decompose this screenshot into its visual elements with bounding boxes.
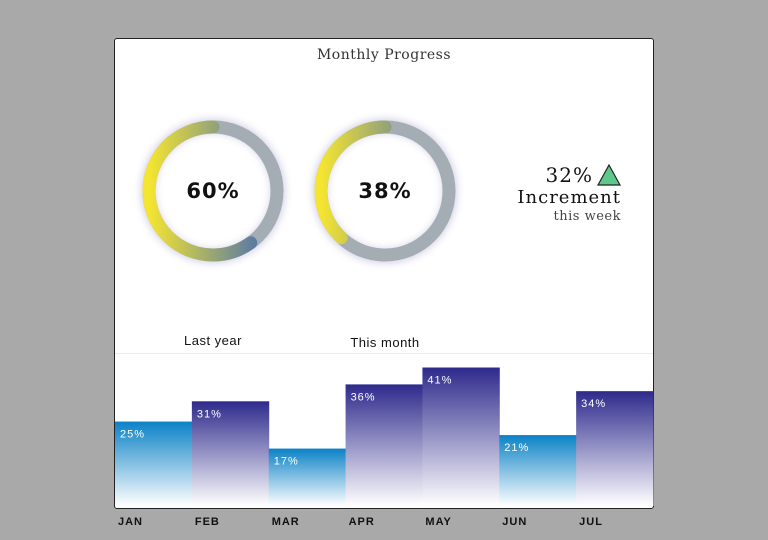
- increment-label: Increment: [517, 187, 621, 208]
- page-title: Monthly Progress: [316, 47, 452, 63]
- gauge-percent: 60%: [186, 179, 240, 203]
- bar-jul: [576, 391, 654, 506]
- increment-value: 32%: [545, 163, 593, 187]
- gauge-label: Last year: [184, 333, 242, 348]
- bar-data-label: 41%: [427, 375, 452, 387]
- bar-jun: [499, 435, 577, 506]
- gauge-last-year: 60% Last year: [133, 111, 293, 348]
- bar-data-label: 21%: [504, 442, 529, 454]
- bar-feb: [191, 401, 270, 506]
- bar-data-label: 34%: [581, 398, 606, 410]
- bar-may: [422, 367, 500, 506]
- bar-data-label: 25%: [120, 429, 145, 441]
- bar-data-label: 17%: [274, 456, 299, 468]
- increment-period: this week: [553, 209, 621, 224]
- bar-data-label: 31%: [197, 408, 222, 420]
- bar-mar: [268, 448, 347, 506]
- gauge-last-year-ring: [141, 119, 285, 263]
- gauge-percent: 38%: [358, 179, 412, 203]
- bar-apr: [345, 384, 423, 506]
- bar-jan: [115, 421, 193, 506]
- gauge-this-month: 38% This month: [305, 111, 465, 350]
- gauge-this-month-ring: [313, 119, 457, 263]
- bar-data-label: 36%: [351, 391, 376, 403]
- up-triangle-icon: [597, 164, 621, 186]
- gauge-label: This month: [350, 335, 420, 350]
- increment-stat: 32% Increment this week: [517, 163, 621, 224]
- divider: [115, 353, 653, 354]
